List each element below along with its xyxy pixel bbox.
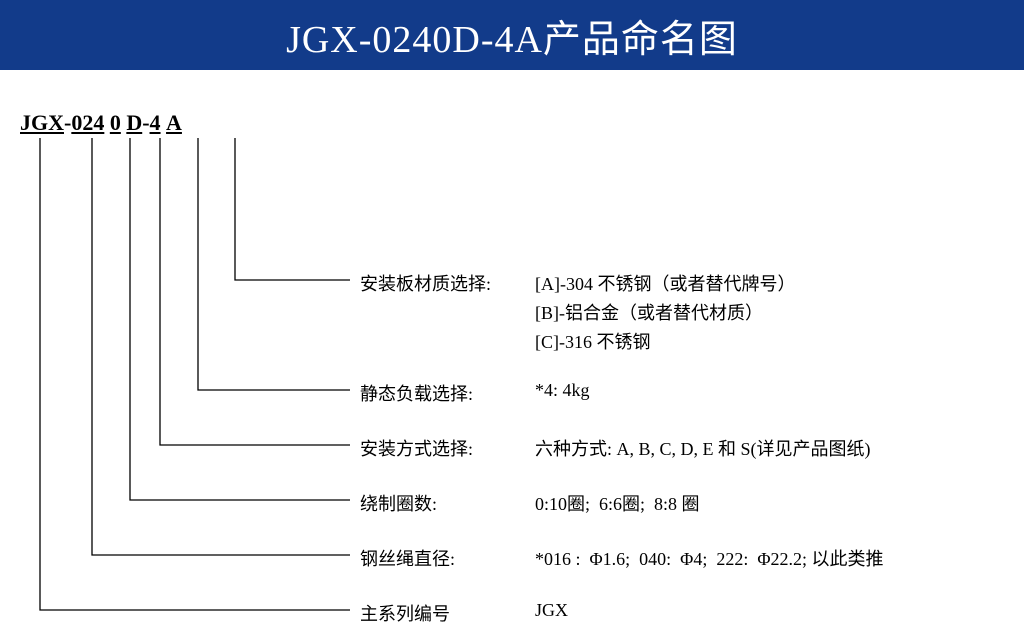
callout-value: 0:10圈; 6:6圈; 8:8 圈 xyxy=(535,490,1014,516)
callout-value: [A]-304 不锈钢（或者替代牌号） [B]-铝合金（或者替代材质） [C]-… xyxy=(535,270,1014,356)
diagram-stage: JGX-024 0 D-4 A 安装板材质选择:[A]-304 不锈钢（或者替代… xyxy=(0,70,1024,639)
title-banner: JGX-0240D-4A产品命名图 xyxy=(0,0,1024,70)
code-segment: 0 xyxy=(110,110,121,136)
callout-value: JGX xyxy=(535,600,1014,621)
code-segment: 024 xyxy=(71,110,104,136)
code-segment: JGX xyxy=(20,110,64,136)
code-segment: - xyxy=(142,110,149,136)
callout-label: 绕制圈数: xyxy=(360,490,535,516)
callout-label: 安装方式选择: xyxy=(360,435,535,461)
callout-row: 安装板材质选择:[A]-304 不锈钢（或者替代牌号） [B]-铝合金（或者替代… xyxy=(360,270,1014,356)
code-segment: A xyxy=(166,110,182,136)
code-segment: - xyxy=(64,110,71,136)
callout-row: 钢丝绳直径:*016 : Φ1.6; 040: Φ4; 222: Φ22.2; … xyxy=(360,545,1014,571)
callout-value: 六种方式: A, B, C, D, E 和 S(详见产品图纸) xyxy=(535,435,1014,461)
callout-label: 主系列编号 xyxy=(360,600,535,626)
callout-value: *016 : Φ1.6; 040: Φ4; 222: Φ22.2; 以此类推 xyxy=(535,545,1014,571)
callout-label: 静态负载选择: xyxy=(360,380,535,406)
callout-value: *4: 4kg xyxy=(535,380,1014,401)
callout-row: 静态负载选择:*4: 4kg xyxy=(360,380,1014,406)
callout-row: 绕制圈数:0:10圈; 6:6圈; 8:8 圈 xyxy=(360,490,1014,516)
callout-row: 安装方式选择:六种方式: A, B, C, D, E 和 S(详见产品图纸) xyxy=(360,435,1014,461)
title-text: JGX-0240D-4A产品命名图 xyxy=(286,8,738,63)
code-segment: D xyxy=(126,110,142,136)
product-code: JGX-024 0 D-4 A xyxy=(20,110,182,136)
callout-label: 钢丝绳直径: xyxy=(360,545,535,571)
callout-label: 安装板材质选择: xyxy=(360,270,535,296)
callout-row: 主系列编号JGX xyxy=(360,600,1014,626)
code-segment: 4 xyxy=(150,110,161,136)
